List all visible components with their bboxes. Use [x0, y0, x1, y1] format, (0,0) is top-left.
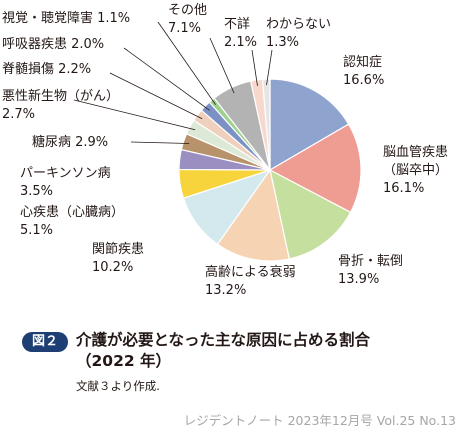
- slice-label: 悪性新生物（がん） 2.7%: [2, 88, 119, 122]
- pie-slice: [216, 168, 291, 262]
- pie-chart: 認知症 16.6% 脳血管疾患（脳卒中） 16.1% 骨折・転倒 13.9% 高齢による衰弱…: [2, 3, 448, 298]
- leader-line: [73, 99, 196, 131]
- slice-label: パーキンソン病 3.5%: [20, 166, 111, 199]
- slice-label: 呼吸器疾患 2.0%: [2, 37, 104, 52]
- figure-title-line2: （2022 年）: [76, 352, 172, 370]
- slice-label: 糖尿病 2.9%: [32, 134, 108, 150]
- slice-label: 脳血管疾患（脳卒中） 16.1%: [383, 145, 448, 196]
- leader-line: [157, 21, 216, 105]
- figure-title-line1: 介護が必要となった主な原因に占める割合: [76, 331, 371, 349]
- figure-badge: 図２: [22, 332, 68, 352]
- figure-source-note: 文献３より作成.: [76, 379, 160, 393]
- slice-label: 心疾患（心臓病） 5.1%: [20, 205, 124, 238]
- pie-slice: [269, 78, 350, 172]
- slice-label: わからない 1.3%: [266, 17, 331, 50]
- pie-slice: [268, 123, 362, 214]
- leader-line: [123, 47, 210, 111]
- slice-label: 骨折・転倒 13.9%: [338, 254, 403, 287]
- slice-label: 高齢による衰弱 13.2%: [205, 264, 296, 298]
- leader-line: [251, 49, 258, 86]
- journal-footer: レジデントノート 2023年12月号 Vol.25 No.13: [183, 413, 456, 428]
- figure-title: 介護が必要となった主な原因に占める割合 （2022 年）: [76, 330, 456, 372]
- leader-line: [109, 72, 203, 120]
- slice-label: 脊髄損傷 2.2%: [2, 62, 91, 77]
- pie-slice: [269, 168, 352, 260]
- leader-line: [209, 37, 235, 94]
- pie-slice: [261, 78, 271, 171]
- slice-label: 視覚・聴覚障害 1.1%: [2, 10, 130, 26]
- slice-label: 不詳 2.1%: [224, 16, 257, 50]
- leader-line: [130, 141, 190, 144]
- slice-label: 関節疾患 10.2%: [92, 242, 144, 275]
- leader-line: [266, 49, 273, 86]
- slice-label: 認知症 16.6%: [343, 54, 384, 88]
- slice-label: その他 7.1%: [168, 3, 207, 36]
